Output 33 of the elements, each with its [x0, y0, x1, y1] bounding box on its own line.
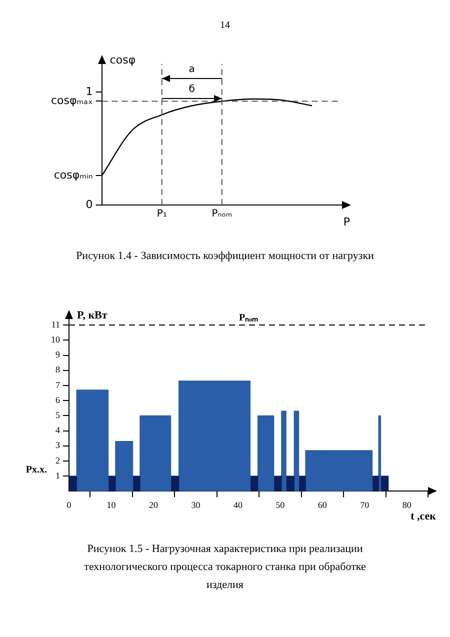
x-tick-label: P₁	[156, 208, 167, 220]
x-tick-label: 70	[360, 500, 370, 510]
annotation: б	[188, 84, 196, 95]
x-tick-label: 80	[402, 500, 412, 510]
y-tick-label: 8	[56, 364, 60, 375]
y-axis-title: cosφ	[110, 53, 136, 66]
y-tick-label: 0	[86, 198, 93, 211]
y-tick-label: 1	[56, 470, 60, 480]
y-tick-label: 6	[56, 394, 60, 405]
y-tick-label: 5	[56, 410, 60, 420]
x-tick-label: 30	[191, 500, 201, 510]
x-tick-label: 60	[318, 500, 328, 510]
y-tick-label: 7	[56, 380, 60, 390]
x-axis-title: P	[343, 215, 350, 228]
text: Рисунок 1.5 - Нагрузочная характеристика при реализации технологического процесса токарного станка при обработке изделия	[83, 542, 367, 593]
y-tick-label: 3	[56, 440, 60, 450]
y-tick-label: 9	[56, 350, 60, 360]
x-tick-label: 40	[233, 500, 243, 510]
ref-line-label: Pₙₒₘ	[239, 312, 258, 324]
x-tick-label: 10	[106, 500, 116, 510]
text: Px.x.	[26, 464, 48, 476]
y-tick-label: 4	[56, 425, 60, 436]
x-tick-label: 50	[276, 500, 286, 510]
y-axis-title: P, кВт	[77, 309, 108, 322]
chart-title: 14	[219, 19, 231, 33]
annotation: а	[188, 64, 196, 75]
x-axis-title: t ,сек	[410, 510, 437, 523]
y-tick-label: 10	[51, 334, 60, 345]
x-tick-label: 20	[148, 500, 158, 510]
y-tick-label: cosφₘᵢₙ	[54, 168, 93, 182]
text: Рисунок 1.4 - Зависимость коэффициент мощности от нагрузки	[75, 249, 375, 264]
y-tick-label: 11	[51, 319, 60, 330]
y-tick-label: 2	[56, 455, 60, 466]
